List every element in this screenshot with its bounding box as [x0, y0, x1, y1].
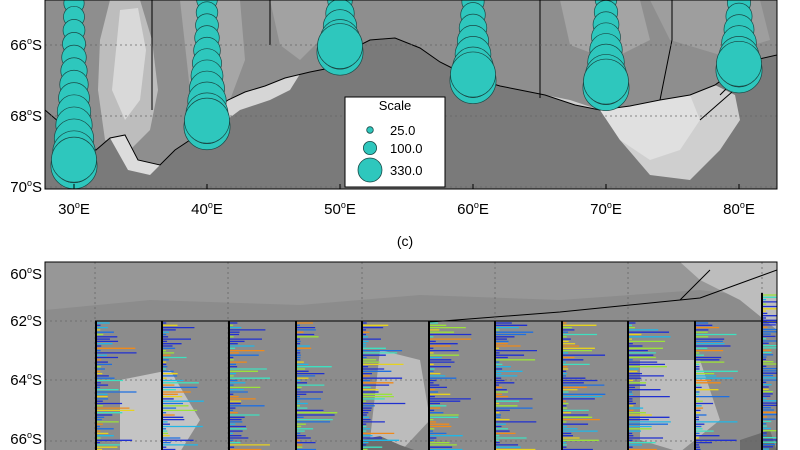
- scale-legend: Scale 25.0 100.0 330.0: [344, 96, 446, 188]
- x-tick-label: 80oE: [723, 200, 755, 218]
- acoustic-transect: [361, 320, 428, 450]
- legend-circle: [357, 157, 383, 183]
- coastal-shelf: [600, 95, 700, 160]
- land-mass: [360, 436, 415, 450]
- acoustic-transect: [95, 320, 162, 450]
- legend-circle: [362, 140, 377, 155]
- acoustic-transect: [161, 320, 228, 450]
- bottom-map-panel: 60oS 62oS 64oS 66oS: [10, 261, 778, 450]
- x-tick-label: 40oE: [191, 200, 223, 218]
- legend-title: Scale: [379, 98, 412, 113]
- bathymetry-shelf: [370, 350, 430, 450]
- top-map-frame: [44, 0, 778, 190]
- survey-boundary: [679, 269, 711, 301]
- panel-label-c: (c): [397, 233, 413, 249]
- transect-60e: [449, 0, 497, 104]
- acoustic-transect: [561, 320, 628, 450]
- acoustic-transect: [694, 320, 761, 450]
- top-y-axis: 66oS 68oS 70oS: [10, 36, 42, 196]
- top-map-panel: Scale 25.0 100.0 330.0 66oS 68oS 70oS 30oE 40…: [10, 0, 778, 218]
- biomass-circle: [450, 51, 496, 98]
- transect-30e: [50, 0, 98, 189]
- bathymetry-shelf: [112, 8, 146, 120]
- biomass-circle: [583, 58, 629, 105]
- y-tick-label: 60oS: [10, 265, 42, 283]
- legend-label: 330.0: [390, 163, 423, 178]
- acoustic-transect: [228, 320, 295, 450]
- biomass-circle: [51, 136, 97, 183]
- y-tick-label: 62oS: [10, 312, 42, 330]
- top-x-axis: 30oE 40oE 50oE 60oE 70oE 80oE: [58, 184, 755, 218]
- y-tick-label: 66oS: [10, 430, 42, 448]
- y-tick-label: 66oS: [10, 36, 42, 54]
- y-tick-label: 68oS: [10, 107, 42, 125]
- x-tick-label: 70oE: [590, 200, 622, 218]
- transect-80e: [715, 0, 763, 94]
- bottom-map-frame: [44, 261, 778, 450]
- legend-label: 100.0: [390, 141, 423, 156]
- transects: [50, 0, 763, 189]
- biomass-circle: [317, 23, 363, 69]
- x-tick-label: 30oE: [58, 200, 90, 218]
- transect-70e: [582, 0, 630, 112]
- acoustic-transect: [761, 293, 777, 450]
- transect-40e: [183, 0, 231, 151]
- y-tick-label: 70oS: [10, 178, 42, 196]
- biomass-circle: [716, 40, 762, 87]
- acoustic-transect: [428, 320, 495, 450]
- legend-circle: [366, 126, 374, 134]
- y-tick-label: 64oS: [10, 371, 42, 389]
- biomass-circle: [184, 97, 230, 144]
- survey-boundary: [151, 0, 673, 110]
- legend-label: 25.0: [390, 123, 415, 138]
- transect-50e: [316, 0, 364, 76]
- bottom-map-background: [45, 262, 777, 450]
- bathymetry-shelf: [120, 370, 200, 450]
- x-tick-label: 50oE: [324, 200, 356, 218]
- x-tick-label: 60oE: [457, 200, 489, 218]
- bottom-y-axis: 60oS 62oS 64oS 66oS: [10, 265, 42, 448]
- acoustic-transect: [295, 320, 362, 450]
